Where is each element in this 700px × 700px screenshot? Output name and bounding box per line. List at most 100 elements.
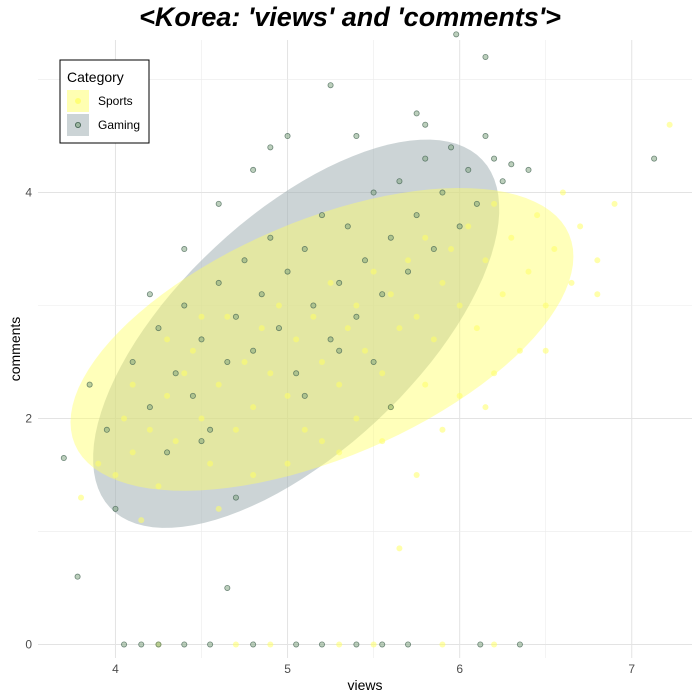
point-gaming (336, 279, 343, 286)
point-sports (465, 223, 472, 230)
point-gaming (379, 641, 386, 648)
point-sports (430, 336, 437, 343)
point-gaming (215, 200, 222, 207)
point-sports (207, 460, 214, 467)
point-sports (422, 234, 429, 241)
legend-items: Sports Gaming (67, 90, 140, 136)
point-sports (422, 381, 429, 388)
point-sports (318, 438, 325, 445)
point-sports (172, 438, 179, 445)
point-gaming (405, 268, 412, 275)
point-gaming (74, 573, 81, 580)
point-sports (551, 246, 558, 253)
point-gaming (293, 641, 300, 648)
point-sports (181, 370, 188, 377)
point-gaming (189, 392, 196, 399)
point-sports (542, 347, 549, 354)
point-sports (594, 257, 601, 264)
point-sports (301, 426, 308, 433)
point-gaming (103, 426, 110, 433)
point-sports (542, 302, 549, 309)
point-sports (666, 121, 673, 128)
chart-title: <Korea: 'views' and 'comments'> (139, 2, 561, 32)
point-sports (525, 268, 532, 275)
point-gaming (232, 313, 239, 320)
point-gaming (379, 291, 386, 298)
point-sports (559, 189, 566, 196)
legend: Category Sports Gaming (59, 59, 150, 144)
point-sports (318, 358, 325, 365)
point-sports (241, 358, 248, 365)
point-sports (121, 415, 128, 422)
point-sports (508, 234, 515, 241)
point-sports (370, 641, 377, 648)
point-gaming (327, 336, 334, 343)
point-gaming (181, 641, 188, 648)
point-gaming (482, 53, 489, 60)
point-gaming (651, 155, 658, 162)
point-sports (439, 279, 446, 286)
point-gaming (301, 246, 308, 253)
axis-ticks: 4 5 6 7 0 2 4 (25, 186, 635, 676)
point-gaming (353, 641, 360, 648)
point-sports (473, 325, 480, 332)
legend-marker-gaming (75, 122, 82, 129)
point-gaming (284, 133, 291, 140)
point-sports (146, 426, 153, 433)
point-gaming (361, 257, 368, 264)
point-sports (396, 545, 403, 552)
point-sports (284, 460, 291, 467)
point-gaming (258, 291, 265, 298)
point-gaming (413, 110, 420, 117)
point-gaming (275, 325, 282, 332)
point-gaming (422, 121, 429, 128)
point-gaming (422, 155, 429, 162)
point-sports (448, 246, 455, 253)
point-sports (413, 313, 420, 320)
point-gaming (477, 641, 484, 648)
point-gaming (508, 161, 515, 168)
point-sports (491, 641, 498, 648)
point-sports (491, 200, 498, 207)
point-sports (250, 404, 257, 411)
legend-item-sports: Sports (67, 90, 133, 112)
point-sports (439, 426, 446, 433)
point-sports (336, 381, 343, 388)
point-gaming (172, 370, 179, 377)
point-gaming (318, 641, 325, 648)
point-gaming (499, 178, 506, 185)
point-sports (405, 257, 412, 264)
point-sports (516, 347, 523, 354)
legend-label: Gaming (98, 118, 140, 132)
point-sports (267, 370, 274, 377)
legend-marker-sports (75, 98, 81, 104)
point-gaming (482, 133, 489, 140)
point-gaming (198, 336, 205, 343)
data-points (60, 31, 673, 648)
point-sports (78, 494, 85, 501)
point-sports (95, 460, 102, 467)
point-sports (362, 347, 368, 354)
y-tick-label: 2 (25, 411, 32, 425)
point-gaming (129, 358, 136, 365)
point-sports (456, 302, 463, 309)
point-gaming (387, 234, 394, 241)
point-gaming (112, 505, 119, 512)
point-gaming (215, 279, 222, 286)
point-gaming (86, 381, 93, 388)
point-sports (577, 223, 584, 230)
point-gaming (267, 144, 274, 151)
x-tick-label: 5 (284, 662, 291, 676)
point-sports (198, 313, 205, 320)
point-sports (129, 449, 136, 456)
point-sports (344, 325, 351, 332)
point-gaming (327, 82, 334, 89)
point-gaming (138, 641, 145, 648)
point-gaming (405, 641, 412, 648)
point-gaming (146, 404, 153, 411)
point-sports (353, 415, 360, 422)
point-gaming (241, 257, 248, 264)
ellipse-sports (70, 188, 574, 491)
point-sports (250, 471, 257, 478)
point-gaming (301, 392, 308, 399)
